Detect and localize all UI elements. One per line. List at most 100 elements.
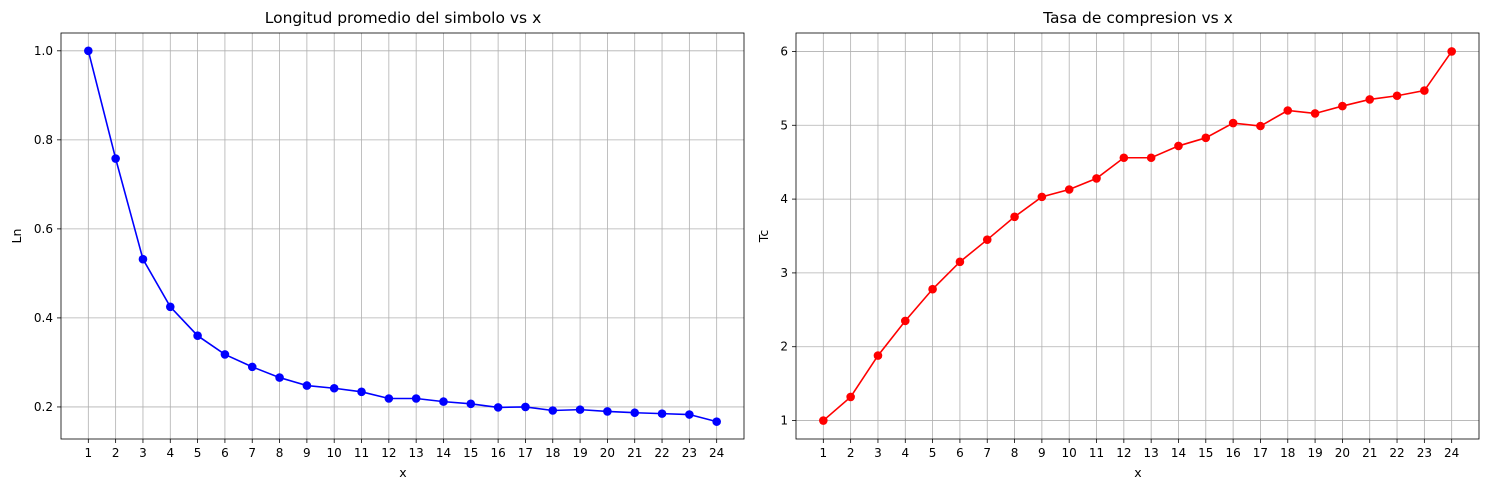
x-tick-label: 3 — [139, 446, 147, 460]
data-point — [193, 331, 202, 341]
data-point — [302, 381, 312, 390]
data-point — [603, 407, 612, 416]
y-tick-label: 4 — [780, 192, 788, 206]
data-point — [1392, 91, 1402, 101]
data-point — [1310, 109, 1320, 118]
x-tick-label: 6 — [221, 446, 229, 460]
data-point — [982, 235, 992, 244]
y-tick-label: 0.2 — [34, 400, 53, 414]
data-point — [846, 392, 855, 402]
x-tick-label: 6 — [956, 446, 964, 460]
y-tick-label: 5 — [780, 118, 788, 132]
x-tick-label: 13 — [409, 446, 424, 460]
x-tick-label: 22 — [654, 446, 669, 460]
chart-title: Tasa de compresion vs x — [1042, 9, 1233, 27]
data-point — [466, 399, 476, 409]
x-tick-label: 10 — [327, 446, 342, 460]
data-point — [357, 387, 366, 397]
ticks: 1 2 3 4 5 6 7 8 9 10 11 12 13 14 15 16 17 18 19 20 21 22 23 240… — [34, 44, 724, 460]
data-point — [1174, 141, 1183, 151]
data-point — [1146, 153, 1156, 163]
x-tick-label: 18 — [545, 446, 560, 460]
data-point — [1283, 106, 1293, 115]
data-point — [955, 257, 965, 267]
x-tick-label: 16 — [490, 446, 505, 460]
x-tick-label: 3 — [874, 446, 882, 460]
x-tick-label: 11 — [354, 446, 369, 460]
data-point — [1092, 174, 1101, 183]
data-point — [819, 416, 828, 425]
x-tick-label: 13 — [1144, 446, 1159, 460]
data-point — [439, 397, 448, 406]
x-tick-label: 7 — [983, 446, 991, 460]
x-tick-label: 9 — [1038, 446, 1046, 460]
y-tick-label: 3 — [780, 266, 788, 280]
y-tick-label: 6 — [780, 44, 788, 58]
data-point — [900, 316, 910, 326]
x-tick-label: 5 — [929, 446, 937, 460]
x-tick-label: 24 — [1444, 446, 1459, 460]
data-point — [1064, 185, 1074, 194]
x-tick-label: 8 — [1011, 446, 1019, 460]
x-axis-label: x — [399, 465, 406, 480]
x-tick-label: 12 — [381, 446, 396, 460]
data-point — [1119, 153, 1129, 163]
y-tick-label: 1 — [780, 414, 788, 428]
x-tick-label: 4 — [166, 446, 174, 460]
x-tick-label: 4 — [901, 446, 909, 460]
data-point — [138, 254, 148, 264]
data-point — [1365, 95, 1375, 104]
x-tick-label: 19 — [572, 446, 587, 460]
x-tick-label: 10 — [1062, 446, 1077, 460]
data-point — [384, 394, 394, 403]
axes-frame — [60, 32, 745, 440]
data-point — [521, 402, 530, 412]
data-point — [1447, 47, 1456, 56]
y-tick-label: 0.8 — [34, 133, 53, 147]
x-tick-label: 23 — [1417, 446, 1432, 460]
x-tick-label: 9 — [303, 446, 311, 460]
series-line — [822, 50, 1453, 422]
x-tick-label: 15 — [463, 446, 478, 460]
data-point — [1201, 133, 1211, 143]
x-tick-label: 12 — [1116, 446, 1131, 460]
y-tick-label: 0.6 — [34, 222, 53, 236]
x-tick-label: 21 — [1362, 446, 1377, 460]
data-point — [548, 406, 558, 415]
data-point — [1010, 212, 1019, 222]
x-tick-label: 24 — [709, 446, 724, 460]
data-point — [275, 373, 284, 382]
x-tick-label: 21 — [627, 446, 642, 460]
chart-tasa-compresion: Tasa de compresion vs x 1 2 3 4 5 6 7 8 9 10 11 12 1… — [756, 9, 1480, 480]
data-point — [928, 284, 937, 294]
data-point — [712, 417, 721, 426]
chart-title: Longitud promedio del simbolo vs x — [265, 9, 542, 27]
data-point — [1420, 86, 1429, 95]
grid — [61, 33, 744, 439]
ticks: 1 2 3 4 5 6 7 8 9 10 11 12 13 14 15 16 17 18 19 20 21 22 23 241… — [780, 44, 1459, 460]
data-point — [111, 154, 120, 163]
data-point — [575, 405, 585, 414]
x-tick-label: 5 — [194, 446, 202, 460]
data-point — [873, 351, 883, 360]
data-point — [411, 394, 421, 403]
y-tick-label: 2 — [780, 340, 788, 354]
x-tick-label: 1 — [84, 446, 92, 460]
x-tick-label: 2 — [847, 446, 855, 460]
x-tick-label: 20 — [600, 446, 615, 460]
data-point — [493, 403, 503, 412]
x-axis-label: x — [1134, 465, 1141, 480]
data-point — [630, 408, 640, 418]
data-point — [657, 409, 667, 418]
x-tick-label: 11 — [1089, 446, 1104, 460]
x-tick-label: 22 — [1389, 446, 1404, 460]
y-axis-label: Tc — [756, 230, 771, 244]
x-tick-label: 15 — [1198, 446, 1213, 460]
x-tick-label: 16 — [1225, 446, 1240, 460]
data-point — [1228, 118, 1238, 128]
data-point — [1338, 101, 1347, 111]
series — [84, 46, 721, 426]
x-tick-label: 7 — [248, 446, 256, 460]
